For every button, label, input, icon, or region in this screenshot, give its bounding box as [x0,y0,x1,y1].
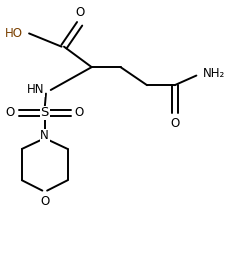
Text: NH₂: NH₂ [202,67,225,80]
Text: O: O [170,117,179,130]
Text: O: O [40,195,49,208]
Text: O: O [75,6,84,20]
Text: O: O [5,106,15,119]
Text: N: N [40,129,49,142]
Text: HN: HN [27,84,45,96]
Text: S: S [41,106,49,119]
Text: O: O [75,106,84,119]
Text: HO: HO [5,27,23,40]
